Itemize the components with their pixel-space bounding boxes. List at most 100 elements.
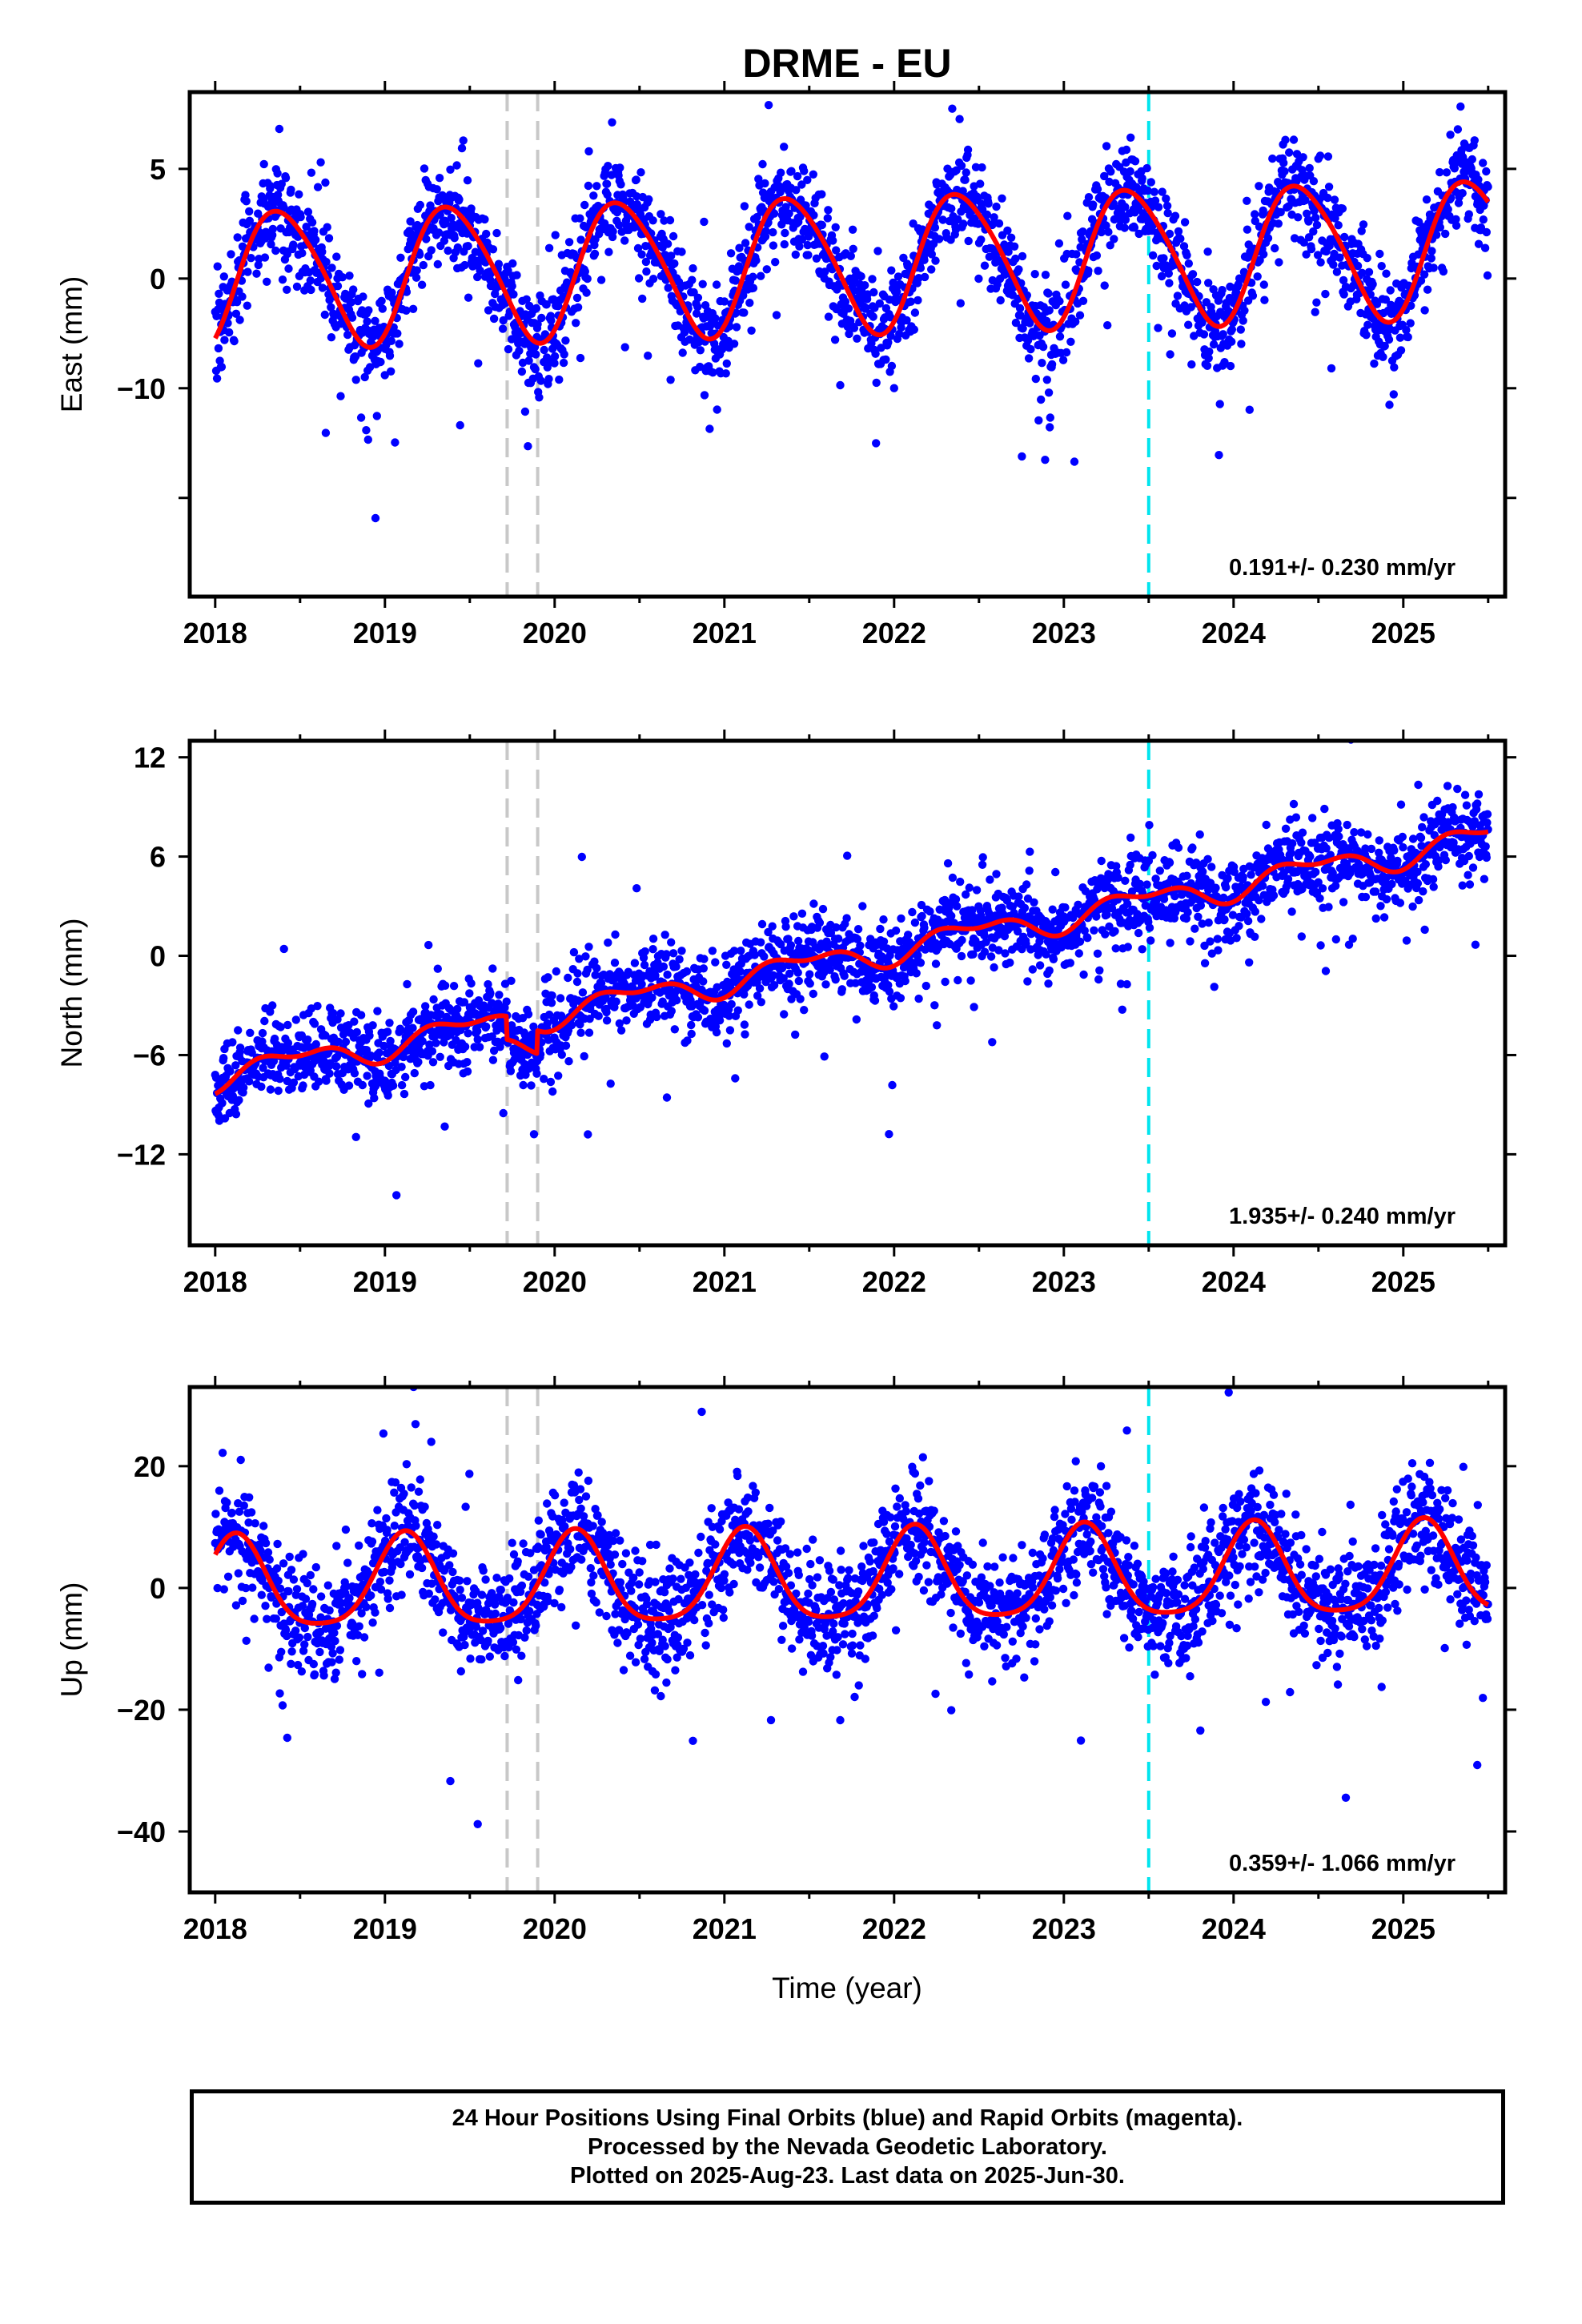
data-point <box>1335 832 1343 841</box>
data-point <box>711 314 720 323</box>
data-point <box>616 180 625 189</box>
data-point <box>1110 235 1118 243</box>
data-point <box>1271 243 1279 253</box>
data-point <box>436 1052 444 1062</box>
data-point <box>1452 215 1460 223</box>
data-point <box>1014 265 1023 274</box>
data-point <box>589 191 598 200</box>
data-point <box>789 912 798 921</box>
data-point <box>976 179 985 188</box>
data-point <box>700 391 709 400</box>
data-point <box>1268 154 1277 163</box>
data-point <box>964 236 973 246</box>
data-point <box>515 346 524 356</box>
data-point <box>1419 887 1427 896</box>
data-point <box>1384 335 1394 344</box>
data-point <box>291 1015 300 1024</box>
data-point <box>1044 289 1053 298</box>
data-point <box>749 283 758 292</box>
data-point <box>313 1002 322 1011</box>
data-point <box>334 1037 343 1047</box>
data-point <box>1429 883 1438 891</box>
data-point <box>953 902 962 911</box>
data-point <box>336 392 345 400</box>
data-point <box>385 352 395 360</box>
data-point <box>1084 266 1093 275</box>
data-point <box>637 979 646 989</box>
data-point <box>1219 330 1227 339</box>
data-point <box>856 941 865 951</box>
data-point <box>364 306 373 315</box>
data-point <box>1443 205 1452 214</box>
data-point <box>554 1072 563 1080</box>
data-point <box>333 282 343 291</box>
data-point <box>578 988 588 997</box>
data-point <box>276 1023 285 1031</box>
data-point <box>327 303 335 312</box>
data-point <box>1083 934 1092 943</box>
data-point <box>772 311 781 320</box>
data-point <box>283 1039 293 1047</box>
data-point <box>561 1041 571 1050</box>
data-point <box>1338 204 1347 213</box>
data-point <box>456 420 464 430</box>
rate-annotation: 0.191+/- 0.230 mm/yr <box>1229 555 1456 581</box>
data-point <box>592 182 601 191</box>
data-point <box>872 439 881 448</box>
data-point <box>414 1057 423 1067</box>
data-point <box>486 988 495 998</box>
data-point <box>377 296 386 305</box>
data-point <box>729 340 739 348</box>
data-point <box>1026 847 1034 856</box>
data-point <box>488 964 497 973</box>
data-point <box>1227 325 1237 334</box>
data-point <box>266 182 275 191</box>
data-point <box>736 967 745 976</box>
data-point <box>1203 854 1212 864</box>
data-point <box>1214 946 1223 955</box>
data-point <box>740 990 749 999</box>
data-point <box>667 938 676 947</box>
data-point <box>984 199 993 208</box>
data-point <box>1376 902 1385 911</box>
data-point <box>825 966 834 975</box>
data-point <box>410 1068 419 1078</box>
data-point <box>696 362 705 372</box>
data-point <box>849 244 857 253</box>
data-point <box>797 909 807 919</box>
data-point <box>896 994 905 1003</box>
data-point <box>1258 881 1267 891</box>
data-point <box>1143 186 1152 195</box>
data-point <box>1084 193 1094 202</box>
data-point <box>1079 970 1088 979</box>
data-point <box>1298 828 1307 837</box>
data-point <box>212 312 221 320</box>
data-point <box>1092 251 1102 260</box>
data-point <box>612 997 620 1006</box>
data-point <box>520 407 530 416</box>
data-point <box>721 369 730 378</box>
data-point <box>1215 451 1223 460</box>
data-point <box>1038 359 1046 368</box>
data-point <box>378 304 387 313</box>
data-point <box>1420 306 1429 315</box>
data-point <box>1232 934 1241 943</box>
data-point <box>994 931 1002 939</box>
data-point <box>608 118 616 127</box>
data-point <box>1204 918 1213 927</box>
data-point <box>474 359 483 368</box>
data-point <box>1014 927 1022 936</box>
data-point <box>303 1035 312 1044</box>
data-point <box>422 235 431 243</box>
data-point <box>1297 932 1307 941</box>
data-point <box>1078 296 1088 305</box>
data-point <box>1004 247 1013 256</box>
data-point <box>1414 780 1423 790</box>
data-point <box>693 293 703 302</box>
data-point <box>217 363 227 372</box>
data-point <box>757 938 765 947</box>
data-point <box>1427 254 1436 263</box>
data-point <box>1253 272 1262 281</box>
data-point <box>450 234 459 243</box>
data-point <box>832 923 841 932</box>
